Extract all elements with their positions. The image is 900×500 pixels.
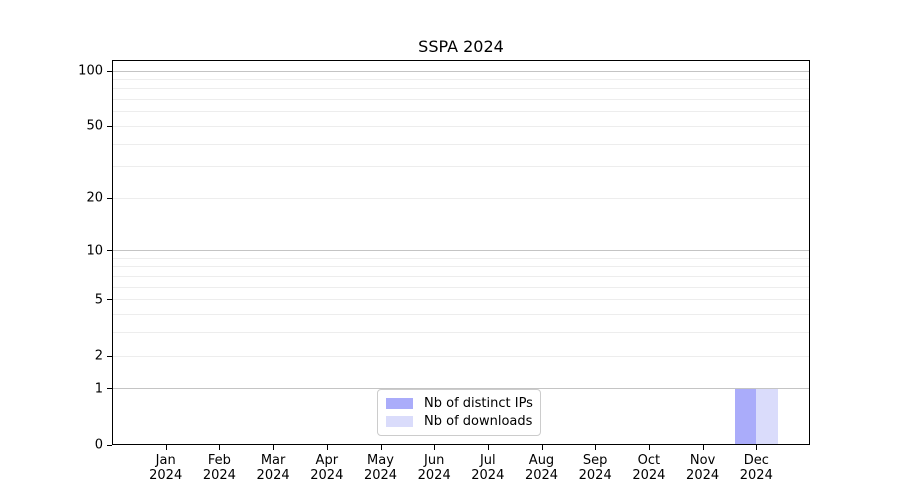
legend-swatch-distinct-ips-icon (386, 398, 413, 409)
legend-item-downloads: Nb of downloads (386, 414, 532, 429)
gridline-minor-80 (113, 88, 809, 90)
x-tick-jun (434, 445, 436, 450)
x-tick-mar (273, 445, 275, 450)
y-tick-label-20: 20 (86, 190, 103, 206)
y-tick-10 (107, 250, 112, 252)
plot-area (112, 60, 810, 445)
gridline-minor-70 (113, 99, 809, 100)
x-tick-label-jan: Jan 2024 (149, 453, 183, 483)
gridline-minor-30 (113, 166, 809, 168)
y-tick-50 (107, 125, 112, 127)
x-tick-label-dec: Dec 2024 (739, 453, 773, 483)
y-tick-label-1: 1 (94, 381, 103, 397)
x-tick-label-feb: Feb 2024 (202, 453, 236, 483)
x-tick-nov (702, 445, 704, 450)
x-tick-apr (326, 445, 328, 450)
x-tick-label-jul: Jul 2024 (471, 453, 505, 483)
y-tick-0 (107, 444, 112, 446)
y-tick-label-5: 5 (94, 292, 103, 308)
gridline-minor-60 (113, 111, 809, 113)
legend-item-distinct-ips: Nb of distinct IPs (386, 396, 533, 411)
y-tick-label-2: 2 (94, 348, 103, 364)
bar-downloads-dec (756, 388, 778, 445)
gridline-minor-7 (113, 276, 809, 277)
legend: Nb of distinct IPs Nb of downloads (377, 389, 541, 436)
x-tick-label-oct: Oct 2024 (632, 453, 666, 483)
gridline-major-1 (113, 388, 809, 390)
gridline-minor-2 (113, 355, 809, 357)
x-tick-oct (648, 445, 650, 450)
x-tick-label-may: May 2024 (363, 453, 398, 483)
gridline-major-100 (113, 70, 809, 72)
x-tick-jul (487, 445, 489, 450)
y-tick-1 (107, 388, 112, 390)
legend-label-distinct-ips: Nb of distinct IPs (424, 396, 533, 411)
gridline-major-10 (113, 250, 809, 252)
gridline-minor-40 (113, 143, 809, 145)
gridline-minor-20 (113, 197, 809, 199)
x-tick-label-mar: Mar 2024 (256, 453, 290, 483)
x-tick-label-apr: Apr 2024 (310, 453, 344, 483)
gridline-minor-9 (113, 257, 809, 259)
gridline-minor-5 (113, 299, 809, 301)
x-tick-label-aug: Aug 2024 (524, 453, 559, 483)
y-tick-label-0: 0 (94, 437, 103, 453)
x-tick-sep (595, 445, 597, 450)
x-tick-may (380, 445, 382, 450)
y-tick-5 (107, 299, 112, 301)
gridline-minor-6 (113, 286, 809, 288)
legend-swatch-downloads-icon (386, 416, 413, 427)
bar-distinct-ips-dec (734, 388, 757, 445)
x-tick-jan (165, 445, 167, 450)
gridline-minor-4 (113, 314, 809, 316)
y-tick-2 (107, 355, 112, 357)
y-tick-100 (107, 70, 112, 72)
x-tick-feb (219, 445, 221, 450)
y-tick-label-10: 10 (86, 243, 103, 259)
y-tick-label-50: 50 (86, 118, 103, 134)
y-tick-label-100: 100 (78, 63, 103, 79)
gridline-minor-3 (113, 332, 809, 334)
gridline-minor-50 (113, 125, 809, 127)
legend-label-downloads: Nb of downloads (424, 414, 533, 429)
x-tick-label-nov: Nov 2024 (686, 453, 720, 483)
x-tick-aug (541, 445, 543, 450)
x-tick-dec (756, 445, 758, 450)
gridline-minor-8 (113, 266, 809, 268)
gridline-minor-90 (113, 78, 809, 80)
x-tick-label-jun: Jun 2024 (417, 453, 451, 483)
x-tick-label-sep: Sep 2024 (578, 453, 612, 483)
chart-title: SSPA 2024 (418, 37, 504, 56)
y-tick-20 (107, 197, 112, 199)
